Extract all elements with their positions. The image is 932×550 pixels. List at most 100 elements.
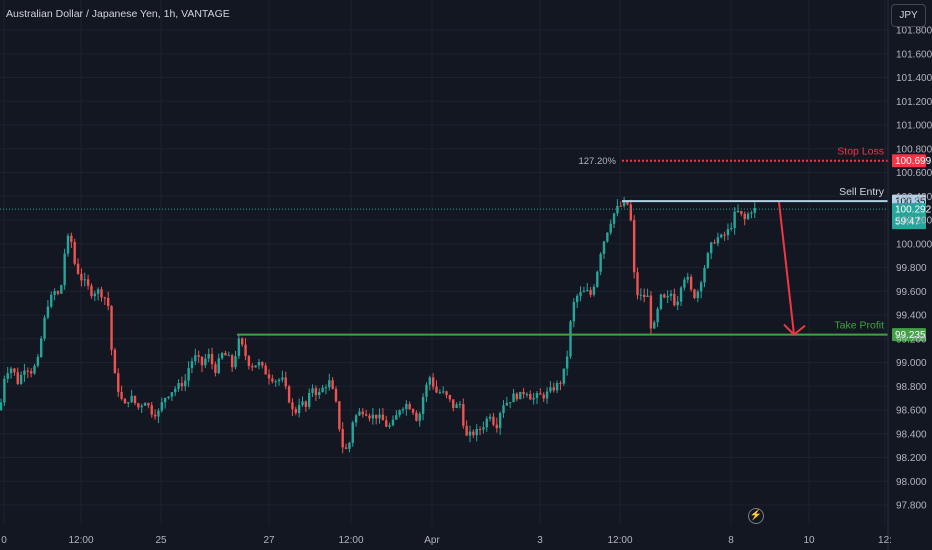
candle-body	[66, 235, 70, 254]
candle-body	[452, 399, 455, 408]
candle-body	[217, 358, 220, 374]
candle-body	[699, 282, 703, 292]
price-tick-label: 98.000	[896, 477, 927, 488]
candle-body	[140, 405, 143, 408]
candle-body	[257, 362, 261, 366]
candle-body	[26, 370, 29, 372]
candle-body	[515, 393, 519, 400]
candle-body	[639, 294, 643, 296]
candle-body	[656, 308, 659, 323]
candle-body	[462, 404, 465, 426]
candle-body	[693, 289, 696, 299]
candle-body	[351, 422, 354, 443]
candle-body	[525, 394, 529, 396]
candle-body	[431, 377, 435, 387]
candle-body	[388, 425, 391, 427]
candle-body	[663, 294, 666, 298]
symbol-title: Australian Dollar / Japanese Yen, 1h, VA…	[6, 8, 230, 20]
candle-body	[425, 384, 428, 397]
candle-body	[227, 355, 230, 357]
candle-body	[70, 235, 73, 242]
candle-body	[502, 405, 505, 414]
price-tick-label: 100.400	[896, 192, 932, 203]
candle-body	[23, 370, 26, 375]
candle-body	[686, 276, 689, 280]
price-tick-label: 100.600	[896, 168, 932, 179]
price-tick-label: 100.800	[896, 144, 932, 155]
candle-body	[314, 388, 318, 396]
candle-body	[6, 373, 9, 379]
price-tick-label: 98.400	[896, 429, 927, 440]
candle-body	[9, 368, 13, 374]
candle-body	[130, 395, 133, 403]
candle-body	[127, 402, 130, 404]
candle-body	[445, 391, 448, 396]
candle-body	[354, 415, 358, 423]
candle-body	[726, 229, 730, 236]
sell-arrow-shaft	[778, 202, 795, 335]
candle-body	[710, 242, 713, 254]
candle-body	[622, 200, 626, 206]
candle-body	[33, 365, 36, 374]
candle-body	[277, 379, 281, 382]
candle-body	[153, 414, 157, 417]
candle-body	[371, 414, 375, 419]
candle-body	[247, 356, 251, 367]
candle-body	[324, 387, 328, 389]
time-tick-label: 12:	[878, 535, 892, 546]
flash-icon[interactable]: ⚡	[748, 508, 764, 524]
candle-body	[378, 414, 381, 419]
candle-body	[666, 295, 669, 298]
candle-body	[395, 415, 398, 420]
candle-body	[251, 366, 254, 368]
sell-entry-label: Sell Entry	[839, 186, 885, 198]
candle-body	[683, 279, 686, 288]
take-profit-tag	[892, 328, 926, 342]
candle-body	[509, 402, 512, 404]
currency-button[interactable]: JPY	[891, 4, 926, 27]
candle-body	[545, 391, 549, 399]
candle-body	[415, 412, 418, 421]
candle-body	[589, 290, 592, 295]
time-tick-label: 3	[537, 535, 543, 546]
candle-body	[60, 285, 63, 294]
candle-body	[348, 442, 351, 449]
time-tick-label: 27	[263, 535, 275, 546]
candle-body	[63, 253, 66, 286]
candle-body	[361, 411, 364, 415]
candle-body	[113, 349, 117, 374]
candle-body	[93, 293, 96, 297]
sell-arrow-head	[783, 323, 806, 336]
candle-body	[565, 356, 569, 369]
candle-body	[180, 382, 184, 387]
candle-body	[659, 294, 663, 309]
stop-loss-tag	[892, 154, 926, 168]
price-tick-label: 99.200	[896, 334, 927, 345]
price-tick-label: 99.400	[896, 311, 927, 322]
candle-body	[150, 405, 153, 415]
candle-body	[572, 302, 576, 322]
candle-body	[120, 391, 123, 399]
candle-body	[187, 368, 190, 381]
candle-body	[555, 383, 559, 391]
take-profit-label: Take Profit	[834, 320, 884, 332]
candle-body	[579, 292, 582, 296]
time-tick-label: 0	[1, 535, 7, 546]
sell-entry-tag-label: 100.359	[895, 197, 932, 208]
price-tick-label: 100.000	[896, 239, 932, 250]
candle-body	[599, 253, 602, 272]
candle-body	[341, 429, 344, 448]
candle-body	[442, 391, 445, 393]
candle-body	[740, 211, 743, 214]
candle-body	[669, 293, 673, 296]
candle-body	[16, 372, 19, 384]
candle-body	[562, 368, 565, 384]
candle-body	[505, 402, 509, 406]
candle-body	[197, 355, 200, 357]
trade-levels: 127.20% Stop Loss Sell Entry Take Profit 100…	[0, 146, 932, 342]
candle-body	[495, 424, 498, 429]
candle-body	[291, 402, 294, 410]
price-tick-label: 101.800	[896, 26, 932, 37]
price-tick-label: 101.000	[896, 121, 932, 132]
